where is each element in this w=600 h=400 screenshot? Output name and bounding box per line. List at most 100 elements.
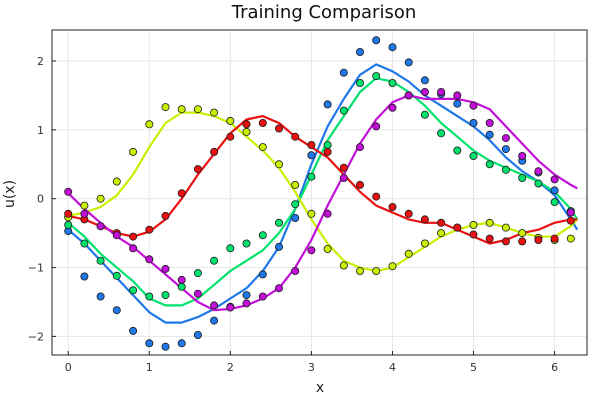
series-3-point bbox=[177, 105, 186, 114]
x-tick-label: 3 bbox=[308, 361, 315, 374]
y-tick-label: 0 bbox=[37, 193, 44, 206]
series-2-point bbox=[485, 160, 494, 169]
series-5-point bbox=[96, 222, 105, 231]
series-5-point bbox=[64, 187, 73, 196]
series-4-point bbox=[307, 140, 316, 149]
series-2-point bbox=[210, 256, 219, 265]
series-2-point bbox=[291, 200, 300, 209]
series-4-point bbox=[242, 120, 251, 129]
series-3-point bbox=[566, 234, 575, 243]
series-2-point bbox=[274, 218, 283, 227]
series-2-point bbox=[145, 292, 154, 301]
series-4-point bbox=[339, 163, 348, 172]
x-tick-label: 0 bbox=[65, 361, 72, 374]
series-2-point bbox=[258, 231, 267, 240]
series-3-point bbox=[291, 180, 300, 189]
series-1-point bbox=[372, 36, 381, 45]
series-3-point bbox=[274, 160, 283, 169]
series-3-point bbox=[323, 244, 332, 253]
x-tick-label: 1 bbox=[146, 361, 153, 374]
series-1-point bbox=[96, 292, 105, 301]
series-4-point bbox=[469, 230, 478, 239]
series-1-point bbox=[258, 270, 267, 279]
series-2-point bbox=[518, 173, 527, 182]
series-5-point bbox=[453, 91, 462, 100]
series-5-point bbox=[388, 103, 397, 112]
series-3-point bbox=[112, 177, 121, 186]
series-4-point bbox=[420, 215, 429, 224]
series-1-point bbox=[469, 119, 478, 128]
series-1-point bbox=[177, 339, 186, 348]
series-1-point bbox=[323, 100, 332, 109]
series-5-point bbox=[177, 275, 186, 284]
series-1-point bbox=[453, 99, 462, 108]
series-3-point bbox=[242, 127, 251, 136]
series-4-point bbox=[193, 165, 202, 174]
series-2-point bbox=[501, 165, 510, 174]
series-5-point bbox=[420, 88, 429, 97]
series-1-point bbox=[485, 130, 494, 139]
series-5-point bbox=[437, 88, 446, 97]
series-4-point bbox=[258, 119, 267, 128]
series-4-point bbox=[291, 132, 300, 141]
series-5-point bbox=[485, 119, 494, 128]
series-curve-4 bbox=[67, 115, 578, 245]
series-1-point bbox=[161, 342, 170, 351]
series-2-point bbox=[339, 106, 348, 115]
series-5-point bbox=[161, 264, 170, 273]
series-4-point bbox=[210, 147, 219, 156]
series-curve-1 bbox=[67, 63, 579, 324]
chart-title: Training Comparison bbox=[231, 2, 417, 23]
series-4-point bbox=[129, 232, 138, 241]
series-2-point bbox=[226, 244, 235, 253]
series-5-point bbox=[80, 209, 89, 218]
series-4-point bbox=[518, 237, 527, 246]
series-5-point bbox=[112, 231, 121, 240]
series-4-point bbox=[437, 218, 446, 227]
x-tick-label: 6 bbox=[551, 361, 558, 374]
series-2-point bbox=[177, 282, 186, 291]
series-4-point bbox=[404, 209, 413, 218]
x-tick-label: 5 bbox=[470, 361, 477, 374]
series-3-point bbox=[145, 120, 154, 129]
series-4-point bbox=[355, 180, 364, 189]
series-5-point bbox=[145, 255, 154, 264]
series-1-point bbox=[550, 186, 559, 195]
series-1-point bbox=[501, 145, 510, 154]
series-2-point bbox=[64, 220, 73, 229]
series-5-point bbox=[566, 208, 575, 217]
series-4-point bbox=[64, 209, 73, 218]
series-3-point bbox=[420, 239, 429, 248]
series-4-point bbox=[550, 234, 559, 243]
series-3-point bbox=[485, 218, 494, 227]
series-2-point bbox=[193, 269, 202, 278]
series-1-point bbox=[404, 58, 413, 67]
series-5-point bbox=[534, 167, 543, 176]
y-tick-label: −2 bbox=[28, 330, 44, 343]
series-5-point bbox=[372, 122, 381, 131]
series-curve-5 bbox=[67, 94, 578, 312]
series-4-point bbox=[453, 223, 462, 232]
series-2-point bbox=[437, 129, 446, 138]
series-5-point bbox=[323, 209, 332, 218]
series-5-point bbox=[307, 246, 316, 255]
series-4-point bbox=[501, 237, 510, 246]
series-5-point bbox=[355, 143, 364, 152]
series-3-point bbox=[307, 209, 316, 218]
series-5-point bbox=[226, 303, 235, 312]
series-3-point bbox=[96, 194, 105, 203]
series-5-point bbox=[258, 292, 267, 301]
series-2-point bbox=[307, 172, 316, 181]
series-4-point bbox=[388, 202, 397, 211]
series-3-point bbox=[193, 105, 202, 114]
y-tick-label: −1 bbox=[28, 262, 44, 275]
series-5-point bbox=[210, 301, 219, 310]
series-3-point bbox=[355, 266, 364, 275]
series-2-point bbox=[112, 271, 121, 280]
series-1-point bbox=[388, 43, 397, 52]
series-4-point bbox=[566, 216, 575, 225]
series-4-point bbox=[274, 124, 283, 133]
series-3-point bbox=[210, 108, 219, 117]
series-5-point bbox=[242, 299, 251, 308]
